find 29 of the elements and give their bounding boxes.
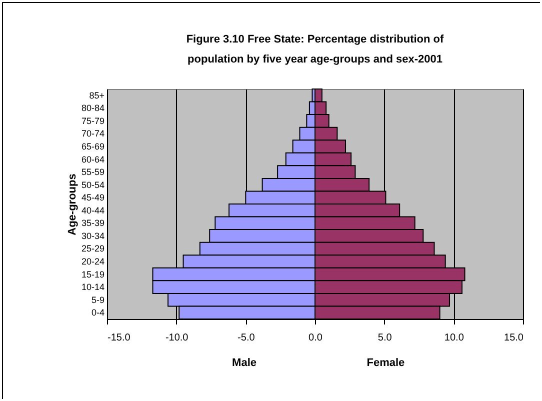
y-tick-label: 20-24 bbox=[81, 256, 104, 266]
y-tick-label: 55-59 bbox=[81, 167, 104, 178]
y-tick-label: 25-29 bbox=[81, 244, 104, 254]
x-tick-label: 15.0 bbox=[504, 332, 524, 344]
x-tick-label: 5.0 bbox=[378, 332, 392, 344]
y-tick-label: 40-44 bbox=[81, 205, 104, 216]
x-tick-label: 0.0 bbox=[308, 332, 323, 344]
y-axis-title: Age-groups bbox=[66, 174, 78, 236]
chart-title: Figure 3.10 Free State: Percentage distribution of population by five year age-groups and sex-2001 bbox=[186, 34, 444, 66]
y-tick-label: 0-4 bbox=[91, 308, 104, 318]
x-tick-label: -15.0 bbox=[108, 332, 131, 344]
x-tick-label: 10.0 bbox=[444, 332, 464, 344]
x-tick-label: -10.0 bbox=[165, 332, 189, 344]
y-tick-label: 5-9 bbox=[91, 294, 104, 305]
y-tick-label: 10-14 bbox=[81, 282, 104, 292]
y-tick-label: 15-19 bbox=[81, 269, 104, 280]
y-tick-label: 60-64 bbox=[81, 154, 104, 164]
text: Female bbox=[366, 357, 405, 369]
text: Male bbox=[232, 357, 257, 369]
y-tick-label: 30-34 bbox=[81, 230, 104, 241]
y-tick-label: 35-39 bbox=[81, 218, 104, 228]
y-tick-label: 85+ bbox=[89, 90, 104, 100]
y-tick-label: 75-79 bbox=[81, 116, 104, 126]
y-tick-label: 80-84 bbox=[81, 103, 104, 114]
y-tick-label: 65-69 bbox=[81, 142, 104, 152]
y-tick-label: 50-54 bbox=[81, 180, 104, 190]
y-tick-label: 70-74 bbox=[81, 128, 104, 139]
x-tick-label: -5.0 bbox=[238, 332, 256, 344]
y-tick-label: 45-49 bbox=[81, 192, 104, 203]
